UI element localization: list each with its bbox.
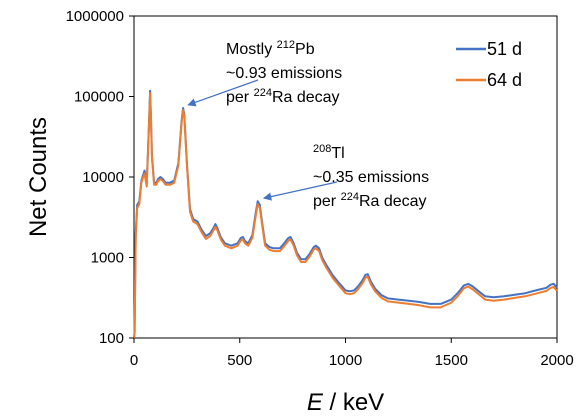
series-line-1	[133, 89, 558, 339]
ticks-layer: 0 500 1000 1500 2000 100 1000 10000 100000 100000…	[66, 8, 574, 369]
series-layer	[133, 89, 558, 339]
annotation-line3: per 224Ra decay	[313, 191, 427, 210]
x-tick-label: 0	[130, 352, 138, 369]
y-tick-label: 100000	[74, 89, 124, 106]
legend-label-1: 51 d	[487, 39, 522, 59]
annotation-layer: Mostly 212Pb ~0.93 emissions per 224Ra dec…	[187, 39, 429, 210]
annotation-line2: ~0.93 emissions	[226, 65, 342, 82]
x-tick-label: 2000	[540, 352, 573, 369]
y-tick-label: 1000000	[66, 8, 124, 25]
x-tick-label: 500	[227, 352, 252, 369]
annotation-arrow	[187, 79, 259, 107]
y-tick-label: 100	[99, 330, 124, 347]
annotation-line1: Mostly 212Pb	[226, 39, 315, 58]
annotation-1: Mostly 212Pb ~0.93 emissions per 224Ra dec…	[187, 39, 342, 107]
annotation-line1: 208Tl	[313, 143, 345, 162]
y-tick-label: 10000	[82, 169, 124, 186]
x-tick-label: 1500	[435, 352, 468, 369]
y-tick-label: 1000	[91, 250, 124, 267]
series-line-2	[133, 92, 558, 339]
x-tick-label: 1000	[329, 352, 362, 369]
annotation-line2: ~0.35 emissions	[313, 169, 429, 186]
x-axis-title-symbol: E	[307, 389, 324, 416]
x-axis-title-unit: / keV	[323, 389, 384, 416]
annotation-arrow	[262, 181, 338, 201]
legend-label-2: 64 d	[487, 70, 522, 90]
annotation-2: 208Tl ~0.35 emissions per 224Ra decay	[262, 143, 429, 210]
y-axis-title: Net Counts	[25, 117, 52, 237]
annotation-line3: per 224Ra decay	[226, 87, 340, 106]
x-axis-title: E / keV	[307, 389, 384, 416]
legend: 51 d 64 d	[456, 39, 522, 90]
